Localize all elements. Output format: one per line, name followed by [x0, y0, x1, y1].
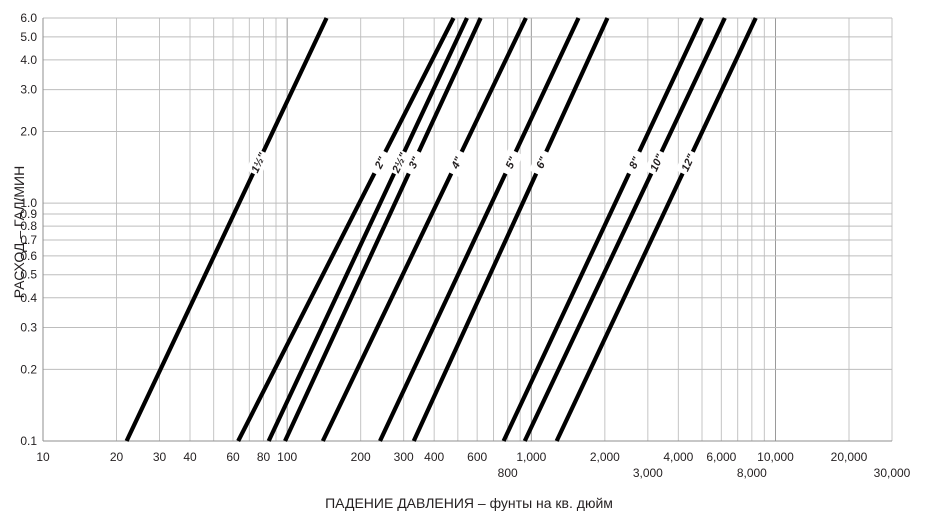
x-tick-label-6-000: 6,000 [706, 450, 736, 464]
series-line-2 [266, 17, 469, 442]
y-tick-label-0-6: 0.6 [20, 249, 37, 263]
y-tick-label-0-8: 0.8 [20, 219, 37, 233]
y-tick-label-4-0: 4.0 [20, 53, 37, 67]
series-label-2: 2" [372, 155, 389, 172]
series-label-background [386, 148, 412, 177]
x-tick-label-30: 30 [153, 450, 167, 464]
series-line-6 [411, 17, 610, 442]
series-line-3 [283, 17, 483, 442]
x-tick-label-40: 40 [183, 450, 197, 464]
series-label-group-8: 8" [621, 148, 647, 177]
x-tick-label-8-000: 8,000 [737, 466, 767, 480]
x-tick-label-30-000: 30,000 [874, 466, 911, 480]
x-tick-label-1-000: 1,000 [516, 450, 546, 464]
y-tick-label-0-4: 0.4 [20, 291, 37, 305]
y-tick-label-0-5: 0.5 [20, 268, 37, 282]
y-tick-label-3-0: 3.0 [20, 83, 37, 97]
tick-label-layer: 0.1 0.2 0.3 0.4 0.5 0.6 0.70.80.91.0 2.0 3.0 4.0 5… [20, 11, 910, 480]
x-tick-label-600: 600 [467, 450, 487, 464]
x-tick-label-400: 400 [424, 450, 444, 464]
x-tick-label-10-000: 10,000 [757, 450, 794, 464]
y-tick-label-0-1: 0.1 [20, 434, 37, 448]
series-label-group-4: 4" [444, 148, 469, 177]
series-line-5 [378, 17, 581, 442]
x-tick-label-800: 800 [498, 466, 518, 480]
series-label-4: 4" [449, 155, 465, 172]
x-tick-label-20: 20 [110, 450, 124, 464]
x-tick-label-20-000: 20,000 [831, 450, 868, 464]
series-line-1 [124, 17, 329, 442]
series-label-group-12: 12" [675, 148, 701, 177]
series-label-background [644, 148, 669, 177]
y-tick-label-1-0: 1.0 [20, 196, 37, 210]
series-label-background [621, 148, 647, 177]
grid-layer [42, 17, 893, 442]
x-axis-title: ПАДЕНИЕ ДАВЛЕНИЯ – фунты на кв. дюйм [325, 495, 613, 511]
y-tick-label-5-0: 5.0 [20, 30, 37, 44]
series-label-background [245, 148, 271, 177]
y-tick-label-0-2: 0.2 [20, 362, 37, 376]
series-line-4 [320, 17, 528, 442]
x-tick-label-4-000: 4,000 [663, 450, 693, 464]
y-tick-label-2-0: 2.0 [20, 125, 37, 139]
series-label-group-10: 10" [644, 148, 669, 177]
series-layer: 1½" 2" 2½"3" 4" 5" 6" 8" 10" 12" [124, 17, 758, 442]
series-label-background [498, 148, 523, 177]
y-tick-label-0-7: 0.7 [20, 233, 37, 247]
series-line-10 [522, 17, 727, 442]
x-tick-label-100: 100 [277, 450, 297, 464]
y-axis-title: РАСХОД – ГАЛ/МИН [11, 166, 27, 298]
series-label-group-3: 3" [401, 148, 427, 177]
series-label-group-5: 5" [498, 148, 523, 177]
series-label-group-6: 6" [528, 148, 554, 177]
y-tick-label-0-9: 0.9 [20, 207, 37, 221]
series-line-2 [236, 17, 456, 442]
series-label-background [401, 148, 427, 177]
x-tick-label-200: 200 [351, 450, 371, 464]
series-label-group-2: 2" [367, 148, 393, 177]
x-tick-label-3-000: 3,000 [633, 466, 663, 480]
series-line-8 [501, 17, 704, 442]
x-tick-label-60: 60 [226, 450, 240, 464]
x-tick-label-2-000: 2,000 [590, 450, 620, 464]
series-label-background [444, 148, 469, 177]
series-line-12 [554, 17, 758, 442]
x-tick-label-10: 10 [36, 450, 50, 464]
series-label-background [367, 148, 393, 177]
series-label-background [528, 148, 554, 177]
x-tick-label-80: 80 [257, 450, 271, 464]
y-tick-label-6-0: 6.0 [20, 11, 37, 25]
series-label-background [675, 148, 701, 177]
x-tick-label-300: 300 [394, 450, 414, 464]
y-tick-label-0-3: 0.3 [20, 320, 37, 334]
